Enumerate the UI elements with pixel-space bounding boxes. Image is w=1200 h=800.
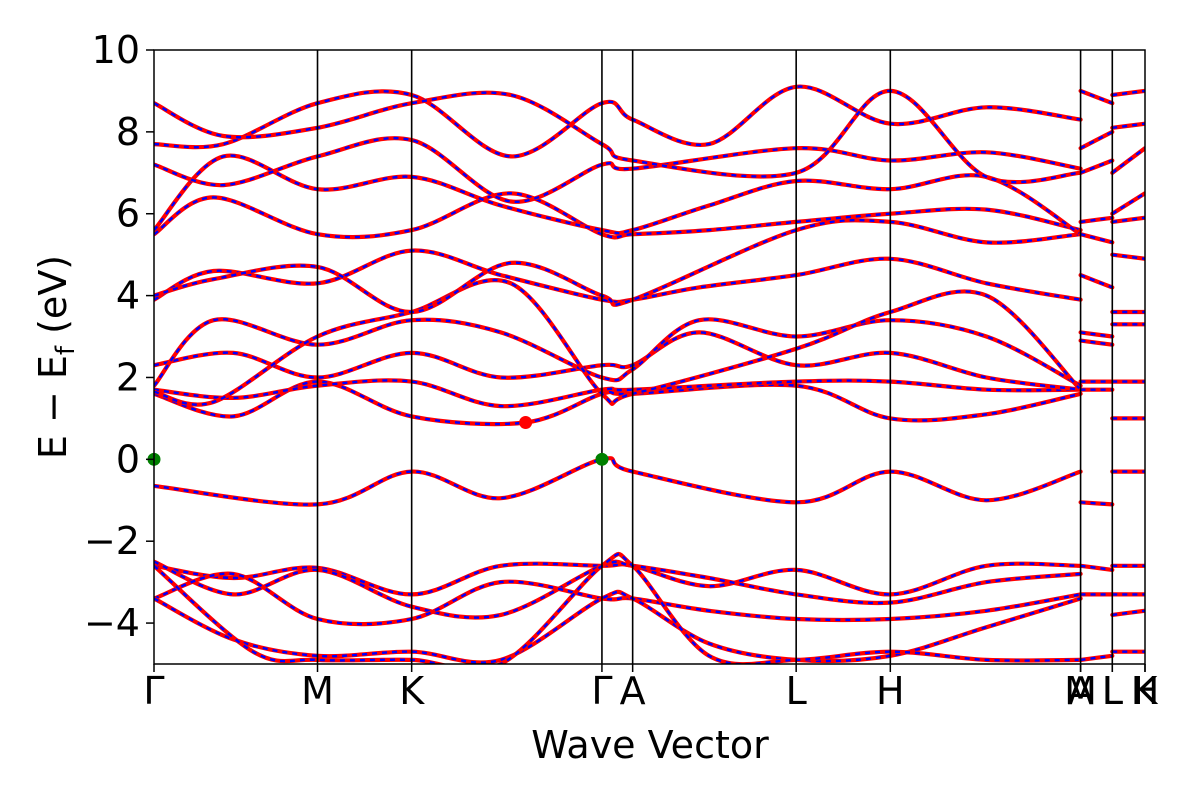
band-11-inner bbox=[154, 85, 1081, 158]
tail-band-5-inner bbox=[1080, 273, 1113, 289]
x-tick-label: L bbox=[786, 669, 807, 713]
band-8-inner bbox=[154, 192, 1081, 239]
bands-layer bbox=[154, 84, 1145, 664]
y-axis: 10 8 6 4 2 0 −2 −4 bbox=[84, 28, 154, 645]
x-tick-label: K bbox=[1133, 669, 1159, 713]
band-17-inner bbox=[154, 552, 1081, 664]
y-axis-label-unit: (eV) bbox=[31, 255, 75, 346]
band-13-inner bbox=[154, 562, 1081, 596]
band-12-inner bbox=[154, 89, 1081, 184]
band-15-inner bbox=[154, 572, 1081, 626]
tail-band-10-inner bbox=[1080, 501, 1113, 506]
y-tick-label: 2 bbox=[116, 355, 140, 399]
band-edge-marker bbox=[595, 452, 609, 466]
y-tick-label: −4 bbox=[84, 601, 140, 645]
plot-frame bbox=[153, 49, 1146, 665]
x-tick-label: A bbox=[620, 669, 646, 713]
tail-band-3-inner bbox=[1080, 216, 1113, 224]
band-5-outer bbox=[154, 278, 1083, 407]
y-axis-label-subscript: f bbox=[51, 345, 81, 355]
y-tick-label: 4 bbox=[116, 274, 140, 318]
tail-band-6-inner bbox=[1080, 331, 1113, 338]
tail-band-19-inner bbox=[1112, 253, 1145, 260]
high-symmetry-lines bbox=[316, 50, 1114, 664]
tail-band-2-inner bbox=[1080, 159, 1113, 174]
tail-band-13-inner bbox=[1080, 654, 1113, 662]
x-tick-label: Γ bbox=[591, 669, 612, 713]
x-tick-label: M bbox=[301, 669, 334, 713]
band-10-inner bbox=[154, 136, 1081, 203]
tail-band-17-inner bbox=[1111, 192, 1145, 215]
x-tick-label: H bbox=[876, 669, 905, 713]
tail-band-15-inner bbox=[1112, 122, 1145, 129]
x-tick-label: K bbox=[399, 669, 425, 713]
y-tick-label: 8 bbox=[116, 110, 140, 154]
x-tick-label: L bbox=[1102, 669, 1123, 713]
y-axis-label-main: E − E bbox=[31, 355, 75, 459]
y-tick-label: 6 bbox=[116, 192, 140, 236]
tail-band-7-inner bbox=[1080, 339, 1113, 346]
x-tick-label: A bbox=[1068, 669, 1094, 713]
x-axis-label: Wave Vector bbox=[531, 723, 769, 767]
x-tick-label: L bbox=[1102, 669, 1123, 713]
x-tick-label: Γ bbox=[143, 669, 164, 713]
y-tick-label: −2 bbox=[84, 519, 140, 563]
tail-band-18-inner bbox=[1112, 216, 1145, 224]
tail-band-16-inner bbox=[1111, 147, 1145, 174]
tail-band-4-inner bbox=[1080, 233, 1113, 244]
band-edge-marker bbox=[519, 415, 533, 429]
tail-band-11-inner bbox=[1080, 564, 1113, 572]
band-6-inner bbox=[154, 249, 1081, 304]
tail-band-1-inner bbox=[1080, 130, 1113, 150]
x-axis: Γ M K Γ A L H AM LL KH bbox=[143, 664, 1159, 713]
band-0-inner bbox=[154, 457, 1081, 506]
y-axis-label: E − Ef (eV) bbox=[31, 255, 81, 459]
tail-band-0-inner bbox=[1080, 89, 1113, 105]
band-3-inner bbox=[154, 331, 1081, 391]
x-tick-label: H bbox=[1131, 669, 1160, 713]
y-tick-label: 10 bbox=[92, 28, 140, 72]
tail-band-14-inner bbox=[1112, 89, 1145, 97]
band-9-inner bbox=[154, 154, 1082, 236]
y-tick-label: 0 bbox=[116, 437, 140, 481]
band-14-inner bbox=[154, 560, 1081, 619]
x-tick-label: M bbox=[1064, 669, 1097, 713]
tail-band-27-inner bbox=[1112, 609, 1145, 617]
